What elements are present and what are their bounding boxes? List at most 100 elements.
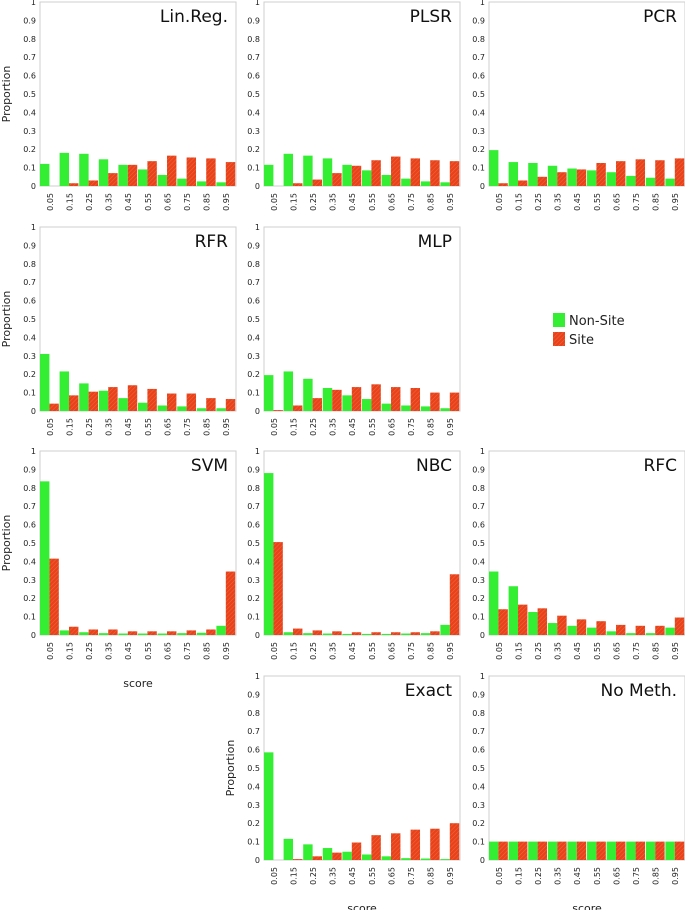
x-tick-label: 0.05 <box>46 193 55 211</box>
y-tick-label: 0.3 <box>23 576 36 585</box>
bar-site <box>147 631 157 635</box>
bar-site <box>371 160 381 186</box>
bar-site <box>312 179 323 186</box>
bar-non-site <box>440 859 450 860</box>
plot-frame <box>263 1 461 187</box>
x-tick-label: 0.45 <box>348 867 357 885</box>
bar-non-site <box>177 406 187 411</box>
bar-non-site <box>322 848 333 860</box>
x-tick-label: 0.35 <box>105 418 114 436</box>
bar-non-site <box>98 159 109 186</box>
bar-non-site <box>303 155 313 186</box>
bar-site <box>351 632 362 635</box>
bar-site <box>430 631 440 635</box>
y-tick-label: 0.9 <box>23 465 36 474</box>
bar-non-site <box>362 854 372 860</box>
bar-non-site <box>401 633 411 635</box>
y-tick-label: 0.7 <box>472 53 485 62</box>
x-tick-label: 0.75 <box>407 867 416 885</box>
panel-title: NBC <box>416 456 452 476</box>
bar-site <box>410 158 421 186</box>
bar-non-site <box>665 627 675 635</box>
bar-site <box>293 628 303 635</box>
chart-panel-lin-reg: 0 0.1 0.2 0.3 0.4 0.5 0.6 0.7 0.8 0.9 1 0.05 0.15 0.2… <box>0 0 237 211</box>
bar-site <box>273 410 283 411</box>
y-tick-label: 0.8 <box>247 260 260 269</box>
y-axis-label: Proportion <box>224 740 237 797</box>
bar-non-site <box>98 633 109 635</box>
x-tick-label: 0.75 <box>183 642 192 660</box>
bar-site <box>293 859 303 860</box>
bar-non-site <box>138 633 148 635</box>
chart-panel-rfc: 0 0.1 0.2 0.3 0.4 0.5 0.6 0.7 0.8 0.9 1 0.05 0.15 0.2… <box>472 447 685 660</box>
bar-non-site <box>587 627 597 635</box>
panel-title: MLP <box>418 232 452 252</box>
x-tick-label: 0.55 <box>144 418 153 436</box>
y-tick-label: 0.3 <box>23 352 36 361</box>
bar-non-site <box>508 841 519 860</box>
bar-non-site <box>157 174 168 186</box>
y-tick-label: 0 <box>255 856 260 865</box>
y-tick-label: 0.5 <box>472 764 485 773</box>
y-tick-label: 1 <box>255 0 260 7</box>
bar-non-site <box>489 841 499 860</box>
bar-non-site <box>59 152 70 186</box>
bar-non-site <box>264 752 274 860</box>
chart-panel-rfr: 0 0.1 0.2 0.3 0.4 0.5 0.6 0.7 0.8 0.9 1 0.05 0.15 0.2… <box>0 223 237 436</box>
x-tick-label: 0.25 <box>309 867 318 885</box>
bar-site <box>449 574 460 635</box>
bar-non-site <box>40 353 50 411</box>
x-tick-label: 0.25 <box>85 642 94 660</box>
y-tick-label: 0.7 <box>247 278 260 287</box>
bar-non-site <box>264 164 274 186</box>
x-tick-label: 0.25 <box>85 418 94 436</box>
x-tick-label: 0.95 <box>671 642 680 660</box>
bar-site <box>351 842 362 860</box>
y-tick-label: 1 <box>31 0 36 7</box>
y-tick-label: 0.9 <box>247 241 260 250</box>
bar-site <box>537 841 548 860</box>
y-tick-label: 0.9 <box>247 465 260 474</box>
bar-non-site <box>381 856 392 860</box>
chart-panel-mlp: 0 0.1 0.2 0.3 0.4 0.5 0.6 0.7 0.8 0.9 1 0.05 0.15 0.2… <box>247 223 461 436</box>
bar-non-site <box>303 633 313 635</box>
bar-non-site <box>665 841 675 860</box>
bar-site <box>616 161 626 186</box>
bar-non-site <box>283 153 294 186</box>
bar-site <box>332 389 342 411</box>
bar-non-site <box>567 168 577 186</box>
y-tick-label: 0.3 <box>247 352 260 361</box>
x-tick-label: 0.45 <box>573 642 582 660</box>
y-tick-label: 0.7 <box>247 502 260 511</box>
y-tick-label: 1 <box>31 447 36 456</box>
x-tick-label: 0.05 <box>46 642 55 660</box>
bar-site <box>430 160 440 186</box>
x-tick-label: 0.45 <box>573 867 582 885</box>
y-tick-label: 0.2 <box>247 145 260 154</box>
x-axis-label: score <box>123 677 153 690</box>
y-tick-label: 0.6 <box>472 521 485 530</box>
x-tick-label: 0.25 <box>534 193 543 211</box>
bar-site <box>127 164 138 186</box>
y-tick-label: 0.7 <box>472 727 485 736</box>
bar-non-site <box>528 612 538 635</box>
y-tick-label: 0 <box>480 856 485 865</box>
bar-non-site <box>606 841 617 860</box>
y-tick-label: 0.4 <box>247 108 260 117</box>
x-tick-label: 0.05 <box>495 867 504 885</box>
chart-panel-no-meth: 0 0.1 0.2 0.3 0.4 0.5 0.6 0.7 0.8 0.9 1 0.05 0.15 0.2… <box>472 672 685 910</box>
bar-site <box>498 183 508 186</box>
plot-frame <box>39 226 237 412</box>
x-tick-label: 0.55 <box>144 642 153 660</box>
x-tick-label: 0.75 <box>407 418 416 436</box>
y-tick-label: 1 <box>480 447 485 456</box>
bar-site <box>537 608 548 635</box>
plot-frame <box>488 675 685 861</box>
bar-site <box>147 388 157 411</box>
bar-site <box>410 388 421 411</box>
y-tick-label: 0.2 <box>247 370 260 379</box>
bar-site <box>430 828 440 860</box>
y-tick-label: 0 <box>255 407 260 416</box>
x-tick-label: 0.65 <box>612 642 621 660</box>
bar-site <box>449 823 460 860</box>
